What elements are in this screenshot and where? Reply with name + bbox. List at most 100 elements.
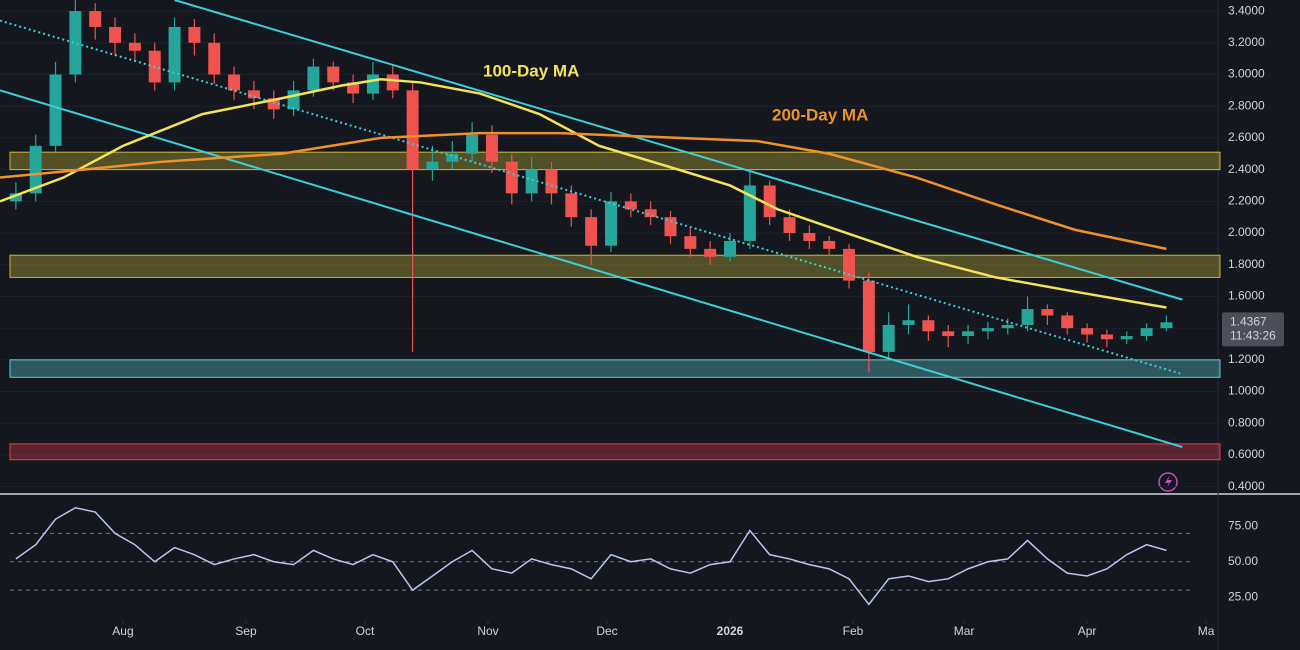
candle-body [1100,334,1113,340]
price-tag-countdown: 11:43:26 [1230,328,1276,342]
trend-line [174,0,1183,301]
candle-body [862,280,875,352]
candle-body [1081,328,1094,335]
y-tick-label: 2.0000 [1228,225,1265,239]
candle-body [1120,336,1133,340]
candle-body [624,201,637,210]
y-tick-label: 3.4000 [1228,3,1265,17]
candle-body [485,134,498,162]
candle-body [981,328,994,332]
rsi-line [15,506,1167,606]
moving-average [0,131,1167,251]
x-tick-label: Oct [356,624,375,638]
candle-body [942,331,955,337]
zone [9,443,1221,461]
y-tick-label: 3.0000 [1228,67,1265,81]
y-tick-label: 50.00 [1228,554,1258,568]
candle-body [525,169,538,194]
candle-body [267,98,280,110]
x-tick-label: Sep [235,624,257,638]
candle-body [446,153,459,162]
candle-body [882,324,895,352]
candle-body [128,42,141,51]
candle-body [803,233,816,241]
price-tag [1222,312,1284,347]
candle-body [902,320,915,325]
candle-body [228,74,241,91]
y-tick-label: 1.6000 [1228,289,1265,303]
y-tick-label: 2.8000 [1228,98,1265,112]
x-tick-label: Dec [596,624,617,638]
candle-body [922,320,935,332]
candle-body [604,201,617,246]
y-tick-label: 2.6000 [1228,130,1265,144]
candle-body [962,331,975,337]
candle-body [1021,309,1034,325]
candle-body [1041,309,1054,316]
y-tick-label: 1.8000 [1228,257,1265,271]
candle-body [208,42,221,75]
candle-body [585,217,598,246]
candle-body [69,11,82,75]
moving-average [0,78,1167,309]
candle-body [1001,324,1014,329]
alert-icon[interactable] [1158,472,1178,492]
candle-body [644,209,657,218]
x-tick-label: Mar [954,624,975,638]
y-tick-label: 0.8000 [1228,415,1265,429]
candle-body [743,185,756,241]
candle-body [49,74,62,146]
y-tick-label: 2.2000 [1228,193,1265,207]
y-tick-label: 75.00 [1228,518,1258,532]
x-tick-label: 2026 [717,624,744,638]
x-tick-label: Nov [477,624,498,638]
candle-body [843,248,856,281]
candle-body [704,248,717,257]
candle-body [545,169,558,194]
zone [9,151,1221,171]
x-tick-label: Ma [1198,624,1215,638]
y-tick-label: 0.6000 [1228,447,1265,461]
y-tick-label: 2.4000 [1228,162,1265,176]
candle-body [1140,328,1153,337]
candle-body [763,185,776,218]
price-tag-value: 1.4367 [1230,314,1267,328]
candle-body [327,66,340,83]
candle-body [823,240,836,249]
x-tick-label: Feb [843,624,864,638]
y-tick-label: 0.4000 [1228,479,1265,493]
y-tick-label: 25.00 [1228,589,1258,603]
candle-body [347,82,360,94]
x-tick-label: Aug [112,624,133,638]
trend-line [0,89,1183,448]
candle-body [724,240,737,257]
candle-body [307,66,320,91]
candle-body [426,161,439,170]
ma-label: 100-Day MA [483,61,579,80]
candle-body [783,217,796,234]
candle-body [684,236,697,249]
y-tick-label: 1.2000 [1228,352,1265,366]
candle-body [1061,315,1074,329]
y-tick-label: 3.2000 [1228,35,1265,49]
x-tick-label: Apr [1078,624,1097,638]
candle-body [505,161,518,194]
candle-body [664,217,677,237]
candle-body [188,26,201,43]
candle-body [406,90,419,170]
candle-body [29,145,42,194]
candle-body [386,74,399,91]
candle-body [1160,322,1173,329]
candle-body [247,90,260,99]
candle-body [466,134,479,154]
candle-body [565,193,578,218]
candle-body [9,193,22,202]
trend-line [0,19,1183,376]
candle-body [109,26,122,43]
zone [9,254,1221,278]
candle-body [168,26,181,83]
candle-body [366,74,379,94]
candle-body [89,11,102,27]
